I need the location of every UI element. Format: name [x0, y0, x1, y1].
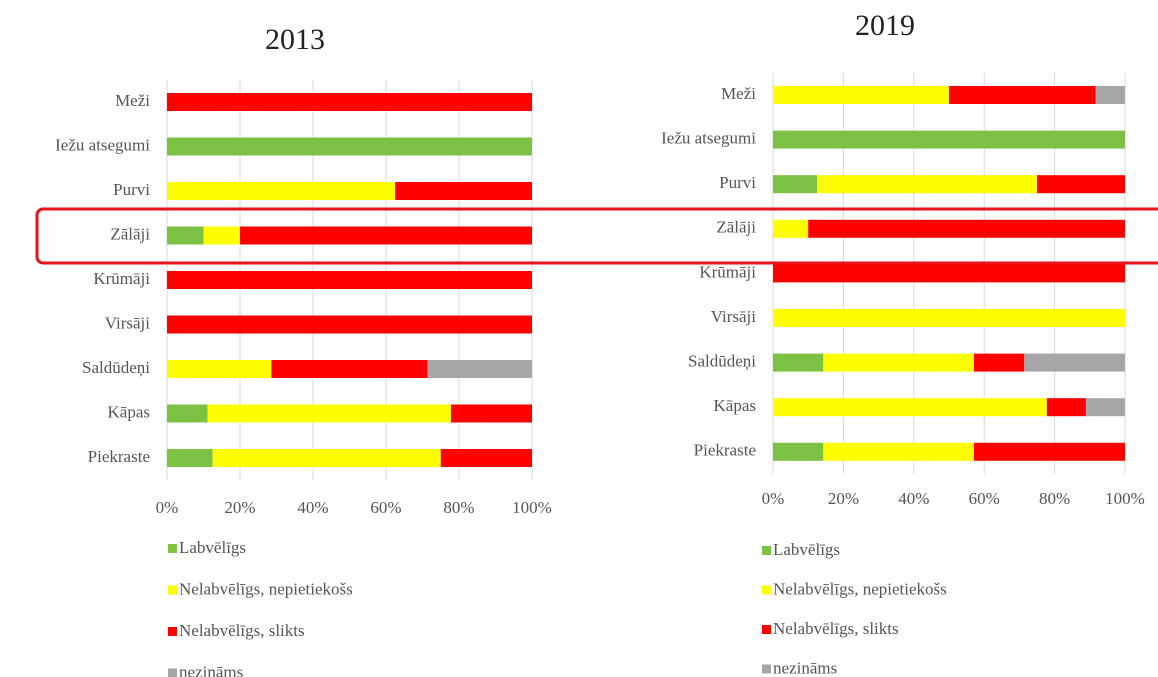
- y-tick-label: Iežu atsegumi: [55, 135, 150, 154]
- bar-segment: [1095, 86, 1125, 104]
- y-tick-label: Piekraste: [88, 447, 150, 466]
- x-tick-label: 20%: [224, 498, 255, 517]
- bar-segment: [167, 404, 208, 423]
- legend-label: Nelabvēlīgs, nepietiekošs: [179, 579, 353, 598]
- bar-segment: [1046, 398, 1086, 417]
- bar-segment: [773, 442, 824, 461]
- bar-segment: [240, 226, 532, 245]
- bar-segment: [167, 315, 532, 334]
- bar-segment: [1037, 175, 1125, 194]
- bar-segment: [212, 449, 441, 467]
- legend-swatch: [168, 627, 177, 636]
- bar-segment: [440, 449, 532, 467]
- chart-title: 2019: [855, 9, 915, 42]
- y-tick-label: Kāpas: [714, 396, 756, 415]
- legend-swatch: [762, 664, 771, 674]
- legend-swatch: [168, 544, 177, 553]
- bar-segment: [203, 226, 240, 245]
- bar-segment: [271, 360, 428, 378]
- y-tick-label: Saldūdeņi: [688, 352, 756, 371]
- bar-segment: [773, 264, 1125, 283]
- bar-segment: [823, 353, 974, 372]
- bar-segment: [823, 442, 974, 461]
- bar-segment: [973, 353, 1025, 372]
- bar-segment: [773, 309, 1125, 327]
- y-tick-label: Iežu atsegumi: [661, 129, 756, 148]
- bar-segment: [167, 137, 532, 156]
- bar-segment: [167, 360, 272, 378]
- y-tick-label: Piekraste: [694, 441, 756, 460]
- legend-swatch: [762, 585, 771, 595]
- bar-segment: [808, 219, 1125, 238]
- bar-segment: [1024, 353, 1125, 372]
- y-tick-label: Virsāji: [105, 313, 151, 332]
- y-tick-label: Krūmāji: [93, 269, 150, 288]
- bar-segment: [167, 226, 204, 245]
- y-tick-label: Meži: [115, 91, 150, 110]
- y-tick-label: Purvi: [719, 173, 756, 192]
- x-tick-label: 100%: [512, 498, 552, 517]
- legend-label: Labvēlīgs: [773, 540, 840, 559]
- highlight-box: [35, 207, 1158, 265]
- x-tick-label: 60%: [370, 498, 401, 517]
- bar-segment: [817, 175, 1037, 194]
- bar-segment: [949, 86, 1096, 104]
- legend-swatch: [168, 668, 177, 677]
- bar-segment: [167, 93, 532, 111]
- y-tick-label: Krūmāji: [699, 262, 756, 281]
- bar-segment: [773, 219, 809, 238]
- y-tick-label: Saldūdeņi: [82, 358, 150, 377]
- legend-swatch: [762, 625, 771, 634]
- legend-label: nezināms: [773, 658, 837, 677]
- bar-segment: [773, 86, 949, 104]
- x-tick-label: 80%: [1039, 489, 1070, 508]
- bar-segment: [207, 404, 451, 423]
- bar-segment: [167, 182, 396, 200]
- y-tick-label: Zālāji: [110, 224, 150, 243]
- x-tick-label: 20%: [828, 489, 859, 508]
- legend-label: Nelabvēlīgs, nepietiekošs: [773, 579, 947, 598]
- x-tick-label: 80%: [443, 498, 474, 517]
- bar-segment: [450, 404, 532, 423]
- x-tick-label: 40%: [297, 498, 328, 517]
- legend-label: Labvēlīgs: [179, 538, 246, 557]
- bar-segment: [773, 130, 1125, 149]
- bar-segment: [167, 449, 213, 467]
- bar-segment: [773, 353, 824, 372]
- legend-label: Nelabvēlīgs, slikts: [773, 619, 899, 638]
- y-tick-label: Virsāji: [711, 307, 757, 326]
- bar-segment: [395, 182, 532, 200]
- legend-swatch: [762, 546, 771, 555]
- legend-label: nezināms: [179, 662, 243, 677]
- y-tick-label: Zālāji: [716, 218, 756, 237]
- bar-segment: [773, 398, 1047, 417]
- y-tick-label: Purvi: [113, 180, 150, 199]
- x-tick-label: 100%: [1105, 489, 1145, 508]
- bar-segment: [1085, 398, 1125, 417]
- chart-title: 2013: [265, 23, 325, 56]
- bar-segment: [427, 360, 532, 378]
- x-tick-label: 60%: [969, 489, 1000, 508]
- x-tick-label: 40%: [898, 489, 929, 508]
- bar-segment: [773, 175, 817, 194]
- bar-segment: [167, 271, 532, 289]
- legend-swatch: [168, 585, 177, 595]
- bar-segment: [973, 442, 1125, 461]
- legend-label: Nelabvēlīgs, slikts: [179, 621, 305, 640]
- x-tick-label: 0%: [762, 489, 785, 508]
- y-tick-label: Meži: [721, 84, 756, 103]
- y-tick-label: Kāpas: [108, 402, 150, 421]
- x-tick-label: 0%: [156, 498, 179, 517]
